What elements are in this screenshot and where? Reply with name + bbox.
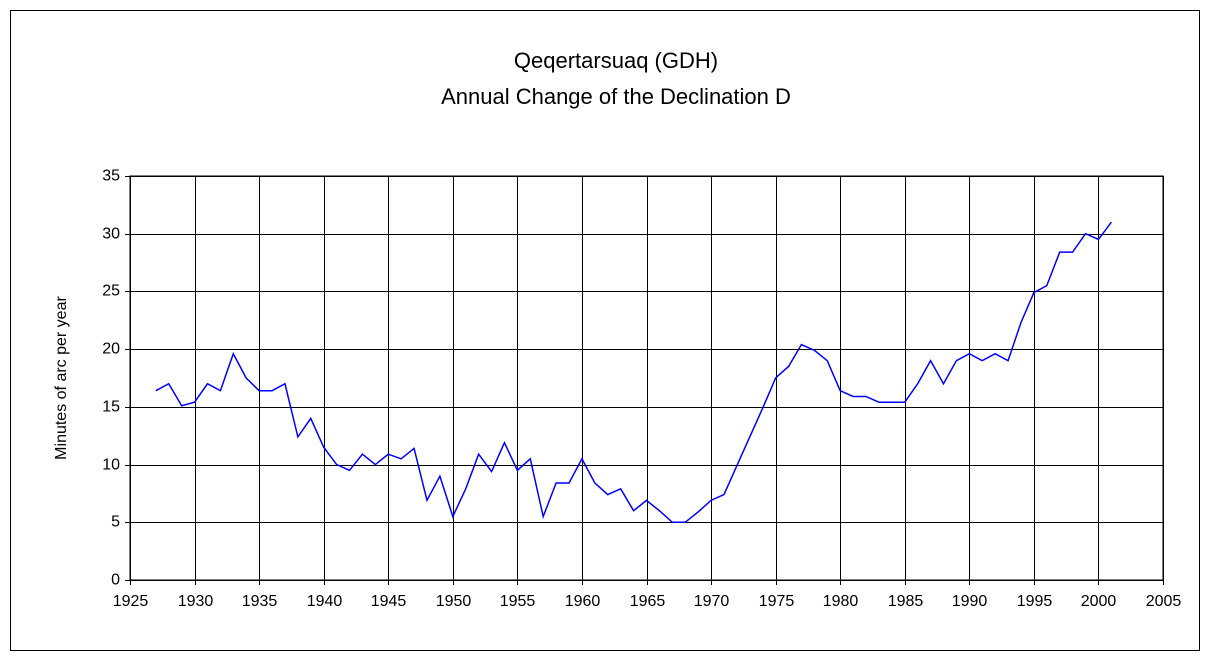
x-tick-label: 1975 <box>759 593 795 610</box>
x-tick-label: 1935 <box>242 593 278 610</box>
y-tick-label: 25 <box>102 283 120 300</box>
x-tick-label: 1940 <box>307 593 343 610</box>
plot-area <box>129 175 1164 581</box>
y-tick-label: 10 <box>102 457 120 474</box>
x-tick-label: 1945 <box>371 593 407 610</box>
x-tick-label: 1985 <box>888 593 924 610</box>
x-tick-label: 2000 <box>1081 593 1117 610</box>
data-line <box>155 221 1112 524</box>
chart-title: Qeqertarsuaq (GDH) <box>514 48 718 73</box>
y-tick-label: 30 <box>102 226 120 243</box>
x-tick-label: 1980 <box>823 593 859 610</box>
y-tick-label: 15 <box>102 399 120 416</box>
y-tick-label: 35 <box>102 168 120 185</box>
x-tick-label: 1990 <box>952 593 988 610</box>
x-tick-label: 1930 <box>178 593 214 610</box>
x-tick-label: 1955 <box>500 593 536 610</box>
x-tick-label: 1950 <box>436 593 472 610</box>
x-tick-label: 1995 <box>1017 593 1053 610</box>
x-tick-label: 1965 <box>630 593 666 610</box>
x-tick-label: 1970 <box>694 593 730 610</box>
y-tick-label: 0 <box>111 572 120 589</box>
y-tick-label: 20 <box>102 341 120 358</box>
x-tick-label: 1960 <box>565 593 601 610</box>
x-tick-label: 2005 <box>1146 593 1182 610</box>
y-tick-label: 5 <box>111 514 120 531</box>
chart-subtitle: Annual Change of the Declination D <box>441 84 791 109</box>
y-axis-label: Minutes of arc per year <box>53 296 70 460</box>
x-tick-label: 1925 <box>113 593 149 610</box>
